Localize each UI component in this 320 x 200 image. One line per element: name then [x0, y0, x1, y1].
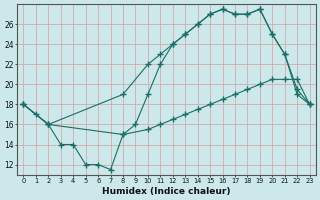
X-axis label: Humidex (Indice chaleur): Humidex (Indice chaleur)	[102, 187, 231, 196]
